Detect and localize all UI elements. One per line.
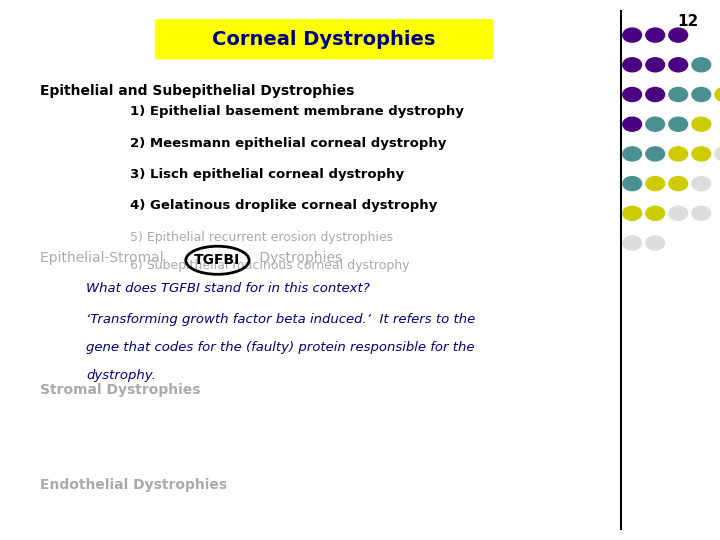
Text: Corneal Dystrophies: Corneal Dystrophies <box>212 30 436 49</box>
Text: Dystrophies: Dystrophies <box>255 251 342 265</box>
Text: Endothelial Dystrophies: Endothelial Dystrophies <box>40 478 227 492</box>
Circle shape <box>646 28 665 42</box>
Circle shape <box>623 87 642 102</box>
Circle shape <box>669 58 688 72</box>
Circle shape <box>669 117 688 131</box>
Circle shape <box>715 87 720 102</box>
Circle shape <box>692 58 711 72</box>
Text: ‘Transforming growth factor beta induced.’  It refers to the: ‘Transforming growth factor beta induced… <box>86 313 476 326</box>
Circle shape <box>692 117 711 131</box>
Text: Stromal Dystrophies: Stromal Dystrophies <box>40 383 200 397</box>
Circle shape <box>646 117 665 131</box>
Text: TGFBI: TGFBI <box>194 253 240 267</box>
Circle shape <box>715 147 720 161</box>
Text: 5) Epithelial recurrent erosion dystrophies: 5) Epithelial recurrent erosion dystroph… <box>130 231 392 244</box>
Circle shape <box>623 206 642 220</box>
Text: Epithelial and Subepithelial Dystrophies: Epithelial and Subepithelial Dystrophies <box>40 84 354 98</box>
Circle shape <box>646 147 665 161</box>
Circle shape <box>623 177 642 191</box>
FancyBboxPatch shape <box>155 19 493 59</box>
Text: 1) Epithelial basement membrane dystrophy: 1) Epithelial basement membrane dystroph… <box>130 105 464 118</box>
Circle shape <box>669 206 688 220</box>
Circle shape <box>646 58 665 72</box>
Circle shape <box>623 236 642 250</box>
Circle shape <box>623 147 642 161</box>
Text: 6) Subepithelial mucinous corneal dystrophy: 6) Subepithelial mucinous corneal dystro… <box>130 259 409 272</box>
Text: 4) Gelatinous droplike corneal dystrophy: 4) Gelatinous droplike corneal dystrophy <box>130 199 437 212</box>
Circle shape <box>646 87 665 102</box>
Circle shape <box>669 28 688 42</box>
Text: What does TGFBI stand for in this context?: What does TGFBI stand for in this contex… <box>86 282 370 295</box>
Circle shape <box>692 206 711 220</box>
Circle shape <box>646 206 665 220</box>
Circle shape <box>623 117 642 131</box>
Circle shape <box>692 87 711 102</box>
Text: dystrophy.: dystrophy. <box>86 369 156 382</box>
Circle shape <box>692 177 711 191</box>
Circle shape <box>669 87 688 102</box>
Text: 12: 12 <box>677 14 698 29</box>
Text: gene that codes for the (faulty) protein responsible for the: gene that codes for the (faulty) protein… <box>86 341 475 354</box>
Circle shape <box>669 147 688 161</box>
Text: Epithelial-Stromal: Epithelial-Stromal <box>40 251 168 265</box>
Text: 2) Meesmann epithelial corneal dystrophy: 2) Meesmann epithelial corneal dystrophy <box>130 137 446 150</box>
Circle shape <box>646 236 665 250</box>
Circle shape <box>692 147 711 161</box>
Circle shape <box>623 28 642 42</box>
Circle shape <box>646 177 665 191</box>
Circle shape <box>669 177 688 191</box>
Text: 3) Lisch epithelial corneal dystrophy: 3) Lisch epithelial corneal dystrophy <box>130 168 404 181</box>
Circle shape <box>623 58 642 72</box>
